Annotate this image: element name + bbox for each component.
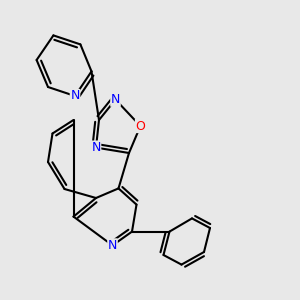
Text: O: O [136, 119, 145, 133]
Text: N: N [108, 239, 117, 252]
Text: N: N [111, 93, 120, 106]
Text: N: N [70, 89, 80, 103]
Text: N: N [91, 141, 101, 154]
